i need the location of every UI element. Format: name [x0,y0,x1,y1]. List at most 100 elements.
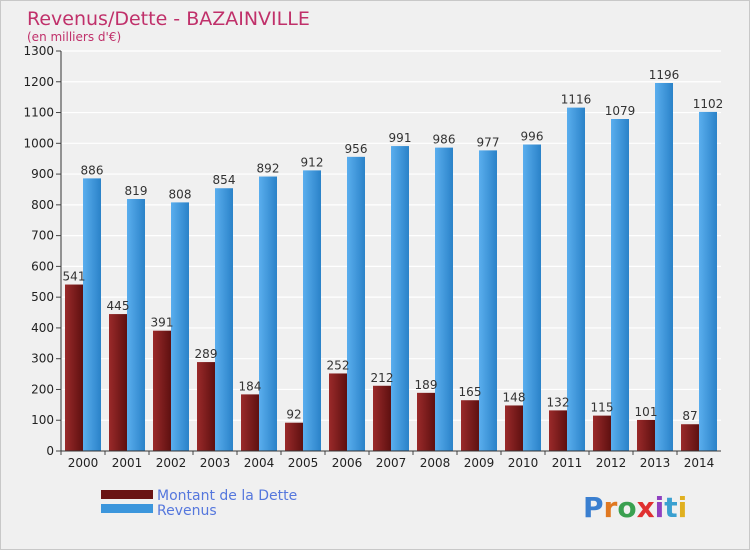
data-label-dette-2014: 87 [682,409,697,423]
y-tick-label-1000: 1000 [23,136,54,150]
bar-dette-2008 [417,392,435,451]
logo-letter-1: r [604,491,618,524]
data-label-dette-2002: 391 [151,316,174,330]
data-label-revenus-2003: 854 [213,173,236,187]
x-tick-label-2001: 2001 [112,456,143,470]
legend-swatch-revenus [101,504,153,513]
x-tick-label-2009: 2009 [464,456,495,470]
bar-dette-2004 [241,394,259,451]
data-label-revenus-2000: 886 [81,163,104,177]
bar-dette-2000 [65,284,83,451]
y-tick-label-900: 900 [31,167,54,181]
y-tick-label-500: 500 [31,290,54,304]
bar-revenus-2011 [567,107,585,451]
logo-letter-6: i [678,491,688,524]
data-label-revenus-2002: 808 [169,187,192,201]
bar-revenus-2005 [303,170,321,451]
data-label-dette-2007: 212 [371,371,394,385]
data-label-revenus-2012: 1079 [605,104,636,118]
y-tick-label-100: 100 [31,413,54,427]
bar-dette-2012 [593,415,611,451]
y-tick-label-600: 600 [31,259,54,273]
y-tick-label-300: 300 [31,352,54,366]
data-label-revenus-2005: 912 [301,155,324,169]
bar-dette-2007 [373,385,391,451]
y-tick-label-0: 0 [46,444,54,458]
legend-label-revenus: Revenus [157,503,217,519]
x-tick-label-2004: 2004 [244,456,275,470]
x-tick-label-2012: 2012 [596,456,627,470]
bar-revenus-2014 [699,111,717,451]
data-label-dette-2005: 92 [286,408,301,422]
bar-revenus-2008 [435,147,453,451]
bar-dette-2010 [505,405,523,451]
data-label-dette-2009: 165 [459,385,482,399]
bar-dette-2003 [197,362,215,451]
chart-subtitle: (en milliers d'€) [27,30,121,44]
bar-dette-2002 [153,330,171,451]
data-label-revenus-2014: 1102 [693,97,724,111]
x-tick-label-2000: 2000 [68,456,99,470]
data-label-revenus-2010: 996 [521,130,544,144]
y-tick-label-700: 700 [31,229,54,243]
proxiti-logo: Proxiti [583,491,687,524]
bar-revenus-2010 [523,144,541,452]
data-label-revenus-2011: 1116 [561,93,592,107]
y-tick-label-1100: 1100 [23,106,54,120]
logo-letter-5: t [664,491,677,524]
y-tick-label-400: 400 [31,321,54,335]
data-label-revenus-2004: 892 [257,162,280,176]
bar-revenus-2004 [259,176,277,452]
bar-revenus-2000 [83,178,101,451]
x-tick-label-2006: 2006 [332,456,363,470]
data-label-revenus-2008: 986 [433,133,456,147]
bar-dette-2014 [681,424,699,451]
data-labels: 541 886 445 819 391 808 289 854 184 892 92 912 252 95… [63,68,724,423]
legend: Montant de la Dette Revenus [101,488,297,519]
bar-revenus-2013 [655,83,673,451]
bars [65,83,717,452]
x-tick-label-2011: 2011 [552,456,583,470]
data-label-dette-2010: 148 [503,390,526,404]
bar-dette-2011 [549,410,567,451]
x-tick-label-2010: 2010 [508,456,539,470]
bar-dette-2009 [461,400,479,451]
data-label-revenus-2006: 956 [345,142,368,156]
x-tick-label-2005: 2005 [288,456,319,470]
data-label-dette-2000: 541 [63,270,86,284]
bar-dette-2001 [109,314,127,451]
x-tick-label-2008: 2008 [420,456,451,470]
x-tick-label-2013: 2013 [640,456,671,470]
x-tick-label-2014: 2014 [684,456,715,470]
bar-revenus-2003 [215,188,233,451]
logo-letter-2: o [617,491,636,524]
legend-label-dette: Montant de la Dette [157,488,297,504]
data-label-dette-2004: 184 [239,379,262,393]
data-label-dette-2012: 115 [591,401,614,415]
data-label-dette-2008: 189 [415,378,438,392]
y-tick-label-800: 800 [31,198,54,212]
bar-revenus-2001 [127,199,145,451]
data-label-revenus-2013: 1196 [649,68,680,82]
data-label-revenus-2001: 819 [125,184,148,198]
y-axis-ticks: 0 100 200 300 400 500 600 700 800 900 1000 1100 1200… [23,44,61,458]
data-label-dette-2001: 445 [107,299,130,313]
y-tick-label-1300: 1300 [23,44,54,58]
bar-revenus-2006 [347,156,365,451]
bar-revenus-2007 [391,146,409,452]
bar-revenus-2009 [479,150,497,451]
data-label-revenus-2009: 977 [477,135,500,149]
bar-dette-2013 [637,419,655,451]
chart-title: Revenus/Dette - BAZAINVILLE [27,8,310,30]
data-label-dette-2013: 101 [635,405,658,419]
bar-dette-2006 [329,373,347,451]
y-tick-label-200: 200 [31,382,54,396]
legend-swatch-dette [101,490,153,499]
x-axis-ticks: 2000 2001 2002 2003 2004 2005 2006 2007 2008 2009… [60,451,715,470]
y-tick-label-1200: 1200 [23,75,54,89]
data-label-dette-2003: 289 [195,347,218,361]
x-tick-label-2003: 2003 [200,456,231,470]
logo-letter-4: i [655,491,665,524]
